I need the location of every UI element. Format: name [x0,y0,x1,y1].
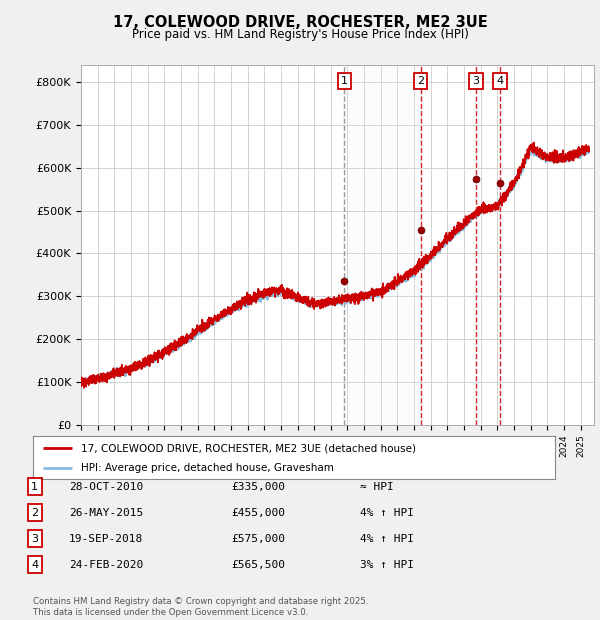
Text: 17, COLEWOOD DRIVE, ROCHESTER, ME2 3UE (detached house): 17, COLEWOOD DRIVE, ROCHESTER, ME2 3UE (… [81,443,416,453]
Text: 4: 4 [496,76,503,86]
Text: 26-MAY-2015: 26-MAY-2015 [69,508,143,518]
Text: Price paid vs. HM Land Registry's House Price Index (HPI): Price paid vs. HM Land Registry's House … [131,28,469,41]
Text: 17, COLEWOOD DRIVE, ROCHESTER, ME2 3UE: 17, COLEWOOD DRIVE, ROCHESTER, ME2 3UE [113,15,487,30]
Text: 3: 3 [31,534,38,544]
Text: 2: 2 [31,508,38,518]
Text: 19-SEP-2018: 19-SEP-2018 [69,534,143,544]
Text: 2: 2 [417,76,424,86]
Text: HPI: Average price, detached house, Gravesham: HPI: Average price, detached house, Grav… [81,463,334,473]
Text: 24-FEB-2020: 24-FEB-2020 [69,560,143,570]
Text: 3% ↑ HPI: 3% ↑ HPI [360,560,414,570]
Text: £575,000: £575,000 [231,534,285,544]
Text: 4% ↑ HPI: 4% ↑ HPI [360,508,414,518]
Text: £335,000: £335,000 [231,482,285,492]
Text: ≈ HPI: ≈ HPI [360,482,394,492]
Text: 1: 1 [341,76,348,86]
Text: 4: 4 [31,560,38,570]
Text: Contains HM Land Registry data © Crown copyright and database right 2025.
This d: Contains HM Land Registry data © Crown c… [33,598,368,617]
Text: 1: 1 [31,482,38,492]
Text: 4% ↑ HPI: 4% ↑ HPI [360,534,414,544]
Text: £455,000: £455,000 [231,508,285,518]
Text: £565,500: £565,500 [231,560,285,570]
Text: 28-OCT-2010: 28-OCT-2010 [69,482,143,492]
Text: 3: 3 [473,76,479,86]
